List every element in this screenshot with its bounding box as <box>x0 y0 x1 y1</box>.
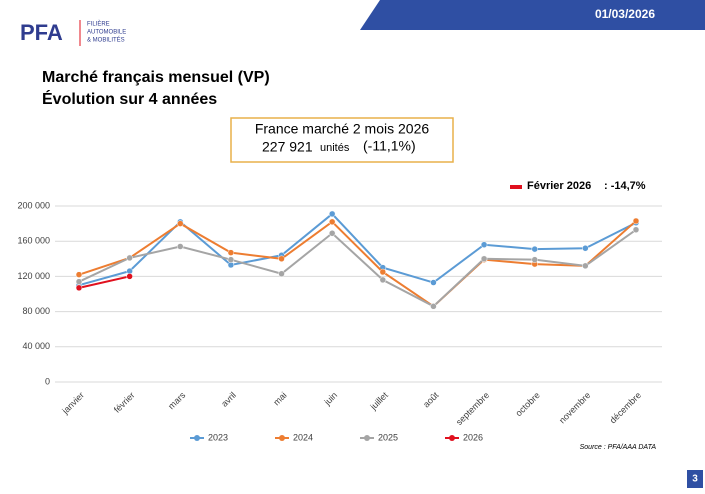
point <box>328 218 336 226</box>
legend-label: 2024 <box>293 432 313 442</box>
point <box>177 220 184 227</box>
y-tick-label: 120 000 <box>17 271 50 281</box>
point <box>531 256 538 263</box>
point <box>75 271 83 278</box>
point <box>126 273 133 280</box>
summary-line: France marché 2 mois 2026 <box>255 121 430 137</box>
point <box>177 243 184 250</box>
summary-unit: unités <box>320 142 350 154</box>
source: Source : PFA/AAA DATA <box>580 444 657 451</box>
x-tick-label: août <box>421 390 441 410</box>
x-tick-label: octobre <box>514 390 542 418</box>
point <box>430 279 437 286</box>
point <box>480 241 488 248</box>
legend-marker <box>364 435 370 441</box>
y-tick-label: 0 <box>45 376 50 386</box>
date: 01/03/2026 <box>595 7 655 21</box>
logo-text: FILIÈRE <box>87 21 110 28</box>
x-tick-label: avril <box>219 390 238 409</box>
x-tick-label: mars <box>166 390 188 412</box>
x-tick-label: mai <box>271 390 288 407</box>
summary-change: (-11,1%) <box>363 138 416 154</box>
point <box>379 276 387 284</box>
legend-label: 2026 <box>463 432 483 442</box>
legend-label: 2023 <box>208 432 228 442</box>
x-tick-label: décembre <box>608 390 643 425</box>
point <box>328 230 336 237</box>
x-tick-label: juillet <box>368 390 391 413</box>
point <box>328 210 336 218</box>
x-tick-label: novembre <box>557 390 592 425</box>
point <box>278 270 285 278</box>
summary-box <box>230 117 454 163</box>
y-tick-label: 200 000 <box>17 200 50 210</box>
point <box>632 217 640 225</box>
point <box>379 268 387 276</box>
point <box>75 284 83 292</box>
logo-text: & MOBILITÉS <box>87 37 125 44</box>
logo-text: AUTOMOBILE <box>87 30 126 36</box>
annotation-value: : -14,7% <box>604 180 646 192</box>
header-band <box>360 0 705 30</box>
legend-marker <box>279 435 285 441</box>
point <box>227 249 235 256</box>
point <box>430 303 437 310</box>
y-tick-label: 80 000 <box>22 306 50 316</box>
legend-label: 2025 <box>378 432 398 442</box>
point <box>75 278 83 285</box>
point <box>126 254 133 262</box>
page-number: 3 <box>692 474 698 485</box>
x-tick-label: septembre <box>454 390 491 427</box>
series-line <box>78 220 637 308</box>
point <box>582 244 589 252</box>
series-line <box>78 228 637 308</box>
title: Marché français mensuel (VP) <box>42 69 270 86</box>
series-line <box>78 275 130 289</box>
x-tick-label: janvier <box>60 390 87 417</box>
legend-marker <box>449 435 455 441</box>
point <box>531 245 538 253</box>
annotation-label: Février 2026 <box>527 180 591 192</box>
point <box>632 226 640 234</box>
title: Évolution sur 4 années <box>42 89 217 108</box>
point <box>227 256 235 263</box>
page-badge <box>687 470 703 488</box>
summary-volume: 227 921 <box>262 139 313 155</box>
y-tick-label: 40 000 <box>22 341 50 351</box>
x-tick-label: février <box>112 390 137 415</box>
x-tick-label: juin <box>322 390 340 408</box>
point <box>582 262 589 270</box>
logo: PFA <box>20 20 63 45</box>
point <box>278 255 285 263</box>
y-tick-label: 160 000 <box>17 236 50 246</box>
legend-marker <box>194 435 200 441</box>
point <box>480 255 488 263</box>
